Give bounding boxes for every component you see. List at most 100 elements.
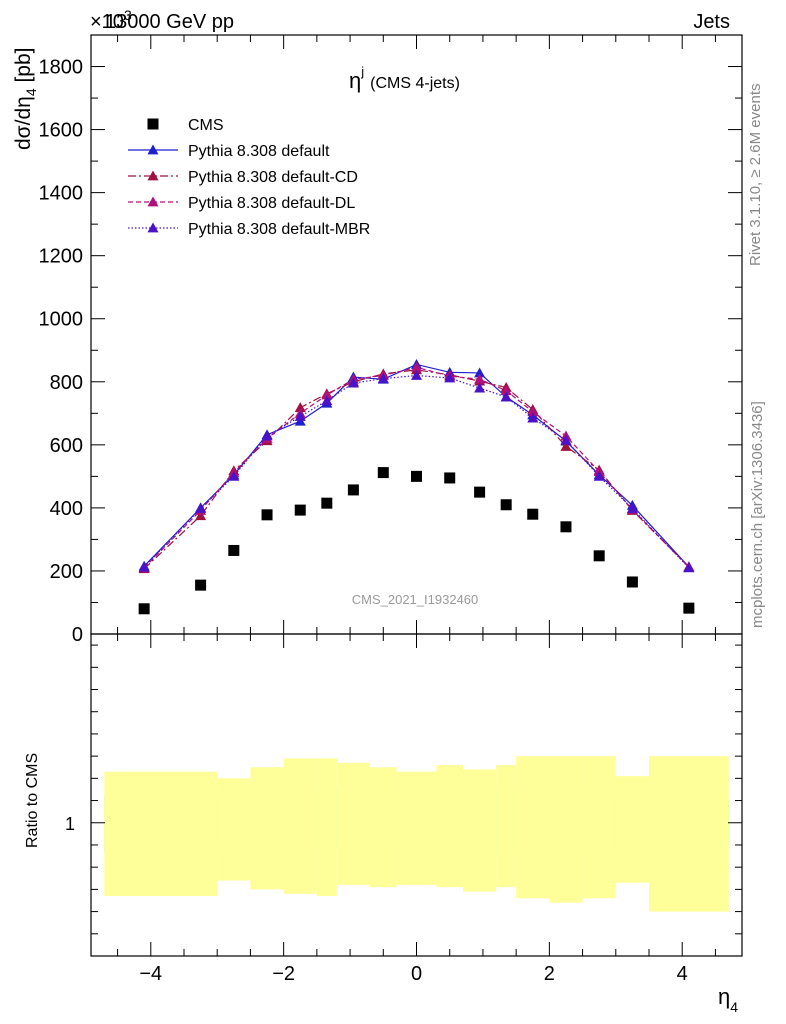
data-point-cms (444, 472, 456, 484)
data-point-pythia-8-308-default-dl (500, 385, 512, 396)
data-point-cms (377, 467, 389, 479)
ratio-band-yellow (615, 776, 649, 883)
legend-item-cms: CMS (147, 117, 224, 134)
legend-marker (147, 222, 159, 233)
data-point-pythia-8-308-default-mbr (261, 430, 273, 441)
x-tick-label: 4 (677, 963, 688, 985)
data-point-pythia-8-308-default-mbr (444, 372, 456, 383)
data-point-pythia-8-308-default-mbr (593, 470, 605, 481)
x-tick-label: 0 (411, 963, 422, 985)
ratio-band-yellow (184, 771, 218, 897)
legend-marker (147, 144, 159, 155)
analysis-watermark: CMS_2021_I1932460 (352, 592, 479, 607)
series-line-pythia-8-308-default (143, 363, 690, 568)
legend-item-pythia-8-308-default: Pythia 8.308 default (128, 143, 330, 160)
ratio-band-yellow (436, 765, 463, 888)
data-point-pythia-8-308-default-mbr (626, 503, 638, 513)
data-point-pythia-8-308-default-mbr (228, 470, 240, 481)
x-tick-label: −2 (272, 963, 295, 985)
data-point-pythia-8-308-default (474, 367, 486, 378)
ratio-band-yellow (370, 767, 397, 888)
x-tick-label: −4 (139, 963, 162, 985)
data-point-pythia-8-308-default-mbr (683, 562, 695, 573)
y-tick-label: 400 (50, 498, 83, 520)
data-point-cms (527, 508, 539, 520)
data-point-pythia-8-308-default-mbr (377, 373, 389, 384)
y-tick-label: 0 (72, 624, 83, 646)
data-point-cms (261, 509, 273, 521)
ratio-band-yellow (217, 778, 251, 881)
energy-label: 13000 GeV pp (105, 11, 234, 33)
main-axes: 0 200 400 600 800 1000 1200 1400 1600 1800 −4 −2 0 2 4… (39, 35, 742, 985)
data-point-cms (593, 550, 605, 562)
data-point-pythia-8-308-default-mbr (294, 410, 306, 421)
ratio-band-yellow (104, 771, 184, 897)
ratio-band-yellow (516, 756, 550, 899)
data-point-pythia-8-308-default-mbr (500, 391, 512, 402)
legend: CMS Pythia 8.308 default Pythia 8.308 defa… (128, 117, 370, 238)
data-point-cms (474, 486, 486, 498)
legend-label: Pythia 8.308 default-MBR (188, 221, 370, 238)
y-tick-label: 1000 (39, 309, 84, 331)
ratio-band-yellow (336, 762, 370, 885)
y-tick-label: 1600 (39, 120, 84, 142)
data-point-cms (411, 470, 422, 482)
legend-label: Pythia 8.308 default (188, 143, 330, 160)
data-point-pythia-8-308-default-mbr (560, 434, 572, 445)
legend-marker (147, 170, 159, 181)
data-point-pythia-8-308-default-mbr (321, 395, 333, 406)
legend-marker (147, 196, 159, 207)
data-point-cms (321, 497, 333, 509)
data-point-pythia-8-308-default-cd (560, 440, 572, 451)
series-line-pythia-8-308-default-mbr (143, 374, 690, 569)
data-point-cms (683, 602, 695, 614)
data-point-cms (195, 579, 207, 591)
data-point-pythia-8-308-default-mbr (474, 382, 486, 393)
y-tick-label: 800 (50, 372, 83, 394)
data-point-pythia-8-308-default-dl (527, 406, 539, 417)
legend-item-pythia-8-308-default-dl: Pythia 8.308 default-DL (128, 195, 355, 212)
process-label: Jets (693, 11, 730, 33)
legend-item-pythia-8-308-default-cd: Pythia 8.308 default-CD (128, 169, 358, 186)
data-point-pythia-8-308-default-dl (411, 361, 422, 372)
ratio-band-yellow (496, 765, 517, 888)
y-tick-label: 600 (50, 435, 83, 457)
ratio-band-yellow (463, 769, 497, 892)
data-point-cms (228, 544, 240, 556)
series-line-pythia-8-308-default-cd (143, 369, 690, 570)
ratio-band-yellow (283, 758, 317, 894)
y-tick-label: 200 (50, 561, 83, 583)
legend-item-pythia-8-308-default-mbr: Pythia 8.308 default-MBR (128, 221, 370, 238)
data-point-cms (500, 499, 512, 511)
ratio-frame (90, 633, 743, 957)
data-point-pythia-8-308-default-cd (195, 510, 207, 521)
data-point-pythia-8-308-default-mbr (138, 561, 150, 572)
data-point-cms (560, 521, 572, 533)
ratio-y-tick-label: 1 (65, 814, 75, 834)
data-point-cms (138, 603, 150, 615)
y-tick-label: 1200 (39, 246, 84, 268)
data-point-cms (347, 484, 359, 496)
main-series (138, 358, 695, 615)
data-point-pythia-8-308-default-dl (474, 373, 486, 384)
ratio-y-label: Ratio to CMS (24, 753, 41, 848)
data-point-pythia-8-308-default-cd (294, 402, 306, 413)
ratio-band-yellow (250, 767, 284, 890)
data-point-pythia-8-308-default-mbr (347, 377, 359, 388)
y-tick-label: 1400 (39, 183, 84, 205)
y-tick-label: 1800 (39, 57, 84, 79)
x-tick-label: 2 (544, 963, 555, 985)
ratio-band-yellow (582, 756, 616, 899)
x-axis-label: η4 (718, 984, 738, 1015)
series-line-pythia-8-308-default-dl (143, 366, 690, 569)
data-point-pythia-8-308-default-dl (321, 389, 333, 400)
observable-title: ηj(CMS 4-jets) (349, 64, 460, 93)
ratio-band-yellow (316, 758, 337, 897)
ratio-band-yellow (649, 756, 729, 912)
rivet-label: Rivet 3.1.10, ≥ 2.6M events (747, 84, 764, 267)
ratio-band-yellow (549, 756, 583, 903)
legend-label: Pythia 8.308 default-CD (188, 169, 358, 186)
exponent-label: ×103 (90, 7, 132, 33)
mcplots-label: mcplots.cern.ch [arXiv:1306.3436] (749, 401, 766, 628)
